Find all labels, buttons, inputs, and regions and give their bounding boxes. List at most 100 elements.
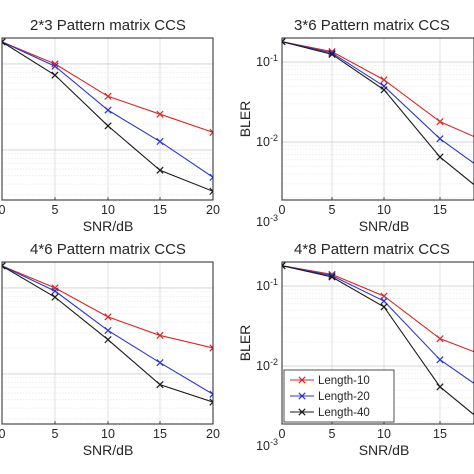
data-point-marker xyxy=(436,118,444,126)
legend-marker xyxy=(298,376,306,384)
x-axis-label: SNR/dB xyxy=(83,218,134,234)
x-tick-label: 15 xyxy=(433,203,447,217)
x-axis-label: SNR/dB xyxy=(83,442,134,458)
data-point-marker xyxy=(156,110,164,118)
data-point-marker xyxy=(104,336,112,344)
data-point-marker xyxy=(104,313,112,321)
data-point-marker xyxy=(2,38,6,46)
y-axis-label: BLER xyxy=(237,325,253,362)
data-point-marker xyxy=(156,381,164,389)
data-point-marker xyxy=(436,335,444,343)
y-axis-label: BLER xyxy=(237,101,253,138)
data-point-marker xyxy=(328,273,336,281)
x-tick-label: 15 xyxy=(433,427,447,441)
series-group-1 xyxy=(2,38,213,195)
legend-label: Length-40 xyxy=(318,407,370,419)
grid-2 xyxy=(282,38,474,200)
y-tick-label: 10-3 xyxy=(256,437,278,453)
data-point-marker xyxy=(380,86,388,94)
x-tick-label: 0 xyxy=(0,203,6,217)
data-point-marker xyxy=(380,297,388,305)
data-point-marker xyxy=(328,49,336,57)
x-tick-label: 10 xyxy=(101,203,115,217)
data-point-marker xyxy=(156,331,164,340)
grid-3 xyxy=(2,262,213,424)
series-line xyxy=(282,265,474,353)
legend-label: Length-10 xyxy=(318,375,370,387)
data-point-marker xyxy=(51,293,59,301)
data-point-marker xyxy=(209,344,213,352)
x-tick-label: 10 xyxy=(101,427,115,441)
y-tick-label: 10-2 xyxy=(256,357,278,373)
y-tick-label: 10-1 xyxy=(256,53,278,69)
x-tick-label: 0 xyxy=(0,427,6,441)
legend: Length-10 Length-20 Length-40 xyxy=(283,369,395,423)
data-point-marker xyxy=(156,166,164,174)
x-tick-label: 10 xyxy=(377,203,391,217)
data-point-marker xyxy=(104,122,112,130)
data-point-marker xyxy=(209,173,213,181)
data-point-marker xyxy=(104,326,112,335)
chart-panel-1: 2*3 Pattern matrix CCS 0 5 10 15 20 SNR/dB xyxy=(0,17,220,234)
data-point-marker xyxy=(282,38,286,46)
grid-1 xyxy=(2,38,213,200)
data-point-marker xyxy=(380,303,388,311)
series-group-2 xyxy=(282,38,474,186)
x-tick-label: 5 xyxy=(52,427,59,441)
chart-title: 4*8 Pattern matrix CCS xyxy=(294,241,450,258)
data-point-marker xyxy=(209,398,213,406)
data-point-marker xyxy=(282,262,286,270)
data-point-marker xyxy=(328,50,336,58)
data-point-marker xyxy=(51,287,59,295)
axes-frame xyxy=(281,261,474,425)
y-tick-label: 10-3 xyxy=(256,213,278,229)
x-tick-label: 0 xyxy=(279,427,286,441)
data-point-marker xyxy=(209,187,213,195)
chart-title: 3*6 Pattern matrix CCS xyxy=(294,17,450,34)
axes-frame xyxy=(1,37,214,201)
x-axis-label: SNR/dB xyxy=(359,218,410,234)
data-point-marker xyxy=(104,106,112,114)
chart-panel-2: 3*6 Pattern matrix CCS 0 5 10 15 SNR/dB 10-1 10… xyxy=(237,17,474,234)
x-axis-label: SNR/dB xyxy=(359,442,410,458)
chart-panel-3: 4*6 Pattern matrix CCS 0 5 10 15 20 SNR/dB xyxy=(0,241,220,458)
data-point-marker xyxy=(380,76,388,84)
series-line xyxy=(2,41,213,133)
data-point-marker xyxy=(104,92,112,100)
y-tick-label: 10-2 xyxy=(256,133,278,149)
x-tick-label: 5 xyxy=(329,427,336,441)
data-point-marker xyxy=(209,390,213,398)
legend-label: Length-20 xyxy=(318,391,370,403)
series-group-4 xyxy=(282,262,474,416)
axes-frame xyxy=(281,37,474,201)
data-point-marker xyxy=(436,135,444,143)
data-point-marker xyxy=(436,383,444,391)
x-tick-label: 15 xyxy=(153,427,167,441)
chart-panel-4: 4*8 Pattern matrix CCS 0 5 10 15 SNR/dB 10-1 10… xyxy=(237,241,474,458)
x-tick-label: 20 xyxy=(206,427,220,441)
data-point-marker xyxy=(51,60,59,68)
data-point-marker xyxy=(436,153,444,161)
x-tick-label: 10 xyxy=(377,427,391,441)
chart-title: 2*3 Pattern matrix CCS xyxy=(30,17,186,34)
legend-marker xyxy=(298,408,306,416)
data-point-marker xyxy=(156,359,164,367)
x-tick-label: 0 xyxy=(279,203,286,217)
y-tick-label: 10-1 xyxy=(256,277,278,293)
legend-marker xyxy=(298,392,306,400)
data-point-marker xyxy=(209,128,213,136)
x-tick-label: 20 xyxy=(206,203,220,217)
data-point-marker xyxy=(436,356,444,364)
axes-frame xyxy=(1,261,214,425)
series-group-3 xyxy=(2,262,213,406)
x-tick-label: 15 xyxy=(153,203,167,217)
chart-title: 4*6 Pattern matrix CCS xyxy=(30,241,186,258)
series-line xyxy=(2,265,213,403)
data-point-marker xyxy=(2,262,6,270)
data-point-marker xyxy=(156,137,164,146)
x-tick-label: 5 xyxy=(329,203,336,217)
data-point-marker xyxy=(51,71,59,79)
x-tick-label: 5 xyxy=(52,203,59,217)
data-point-marker xyxy=(51,62,59,70)
